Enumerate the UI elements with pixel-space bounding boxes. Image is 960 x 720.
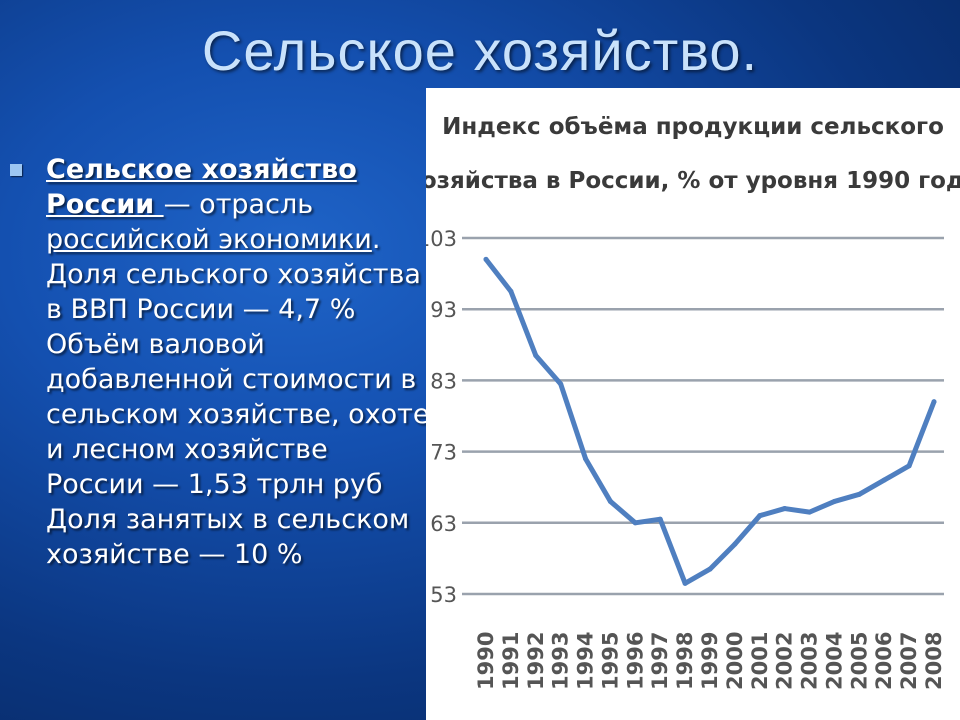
chart-grid [462, 236, 944, 596]
data-point [757, 513, 763, 519]
y-tick-label: 73 [430, 441, 457, 465]
chart-panel: Индекс объёма продукции сельского хозяйст… [426, 88, 960, 720]
dash-text: — отрасль [163, 189, 314, 220]
data-point [583, 456, 589, 462]
x-axis-ticks: 1990 1991 1992 1993 1994 1995 1996 1997 1998 1999… [474, 632, 946, 690]
chart-series [483, 256, 937, 586]
y-tick-label: 53 [430, 583, 457, 607]
chart-title: Индекс объёма продукции сельского хозяйст… [426, 114, 960, 194]
x-tick-label: 2002 [773, 632, 797, 690]
x-tick-label: 1996 [623, 632, 647, 690]
x-tick-label: 1995 [598, 632, 622, 690]
data-point [632, 520, 638, 526]
data-point [682, 580, 688, 586]
data-point [707, 566, 713, 572]
y-axis-ticks: 53 63 73 83 93 103 [426, 227, 457, 607]
bullet-square-icon [10, 164, 22, 176]
russian-economy-link[interactable]: российской экономики [46, 224, 372, 255]
x-tick-label: 1997 [648, 632, 672, 690]
chart-title-line: Индекс объёма продукции сельского [442, 114, 944, 140]
data-point [607, 498, 613, 504]
agri-index-chart: Индекс объёма продукции сельского хозяйст… [426, 114, 960, 690]
text-block: Сельское хозяйство России — отрасль росс… [10, 152, 430, 572]
x-tick-label: 2005 [847, 632, 871, 690]
data-point [657, 516, 663, 522]
data-point [782, 506, 788, 512]
x-tick-label: 1999 [698, 632, 722, 690]
agriculture-russia-link[interactable]: Сельское хозяйство России [46, 154, 357, 220]
x-tick-label: 1994 [574, 632, 598, 690]
x-tick-label: 1991 [499, 632, 523, 690]
data-point [831, 498, 837, 504]
slide-title: Сельское хозяйство. [201, 19, 759, 82]
data-point [881, 477, 887, 483]
y-tick-label: 93 [430, 298, 457, 322]
data-point [856, 491, 862, 497]
x-tick-label: 2004 [822, 632, 846, 690]
x-tick-label: 1990 [474, 632, 498, 690]
x-tick-label: 2008 [922, 632, 946, 690]
y-tick-label: 83 [430, 369, 457, 393]
y-tick-label: 103 [426, 227, 457, 251]
x-tick-label: 2006 [872, 632, 896, 690]
chart-title-line: хозяйства в России, % от уровня 1990 год… [426, 168, 960, 194]
x-tick-label: 2007 [897, 632, 921, 690]
x-tick-label: 1992 [524, 632, 548, 690]
data-point [906, 463, 912, 469]
y-tick-label: 63 [430, 512, 457, 536]
data-point [533, 352, 539, 358]
data-point [931, 399, 937, 405]
x-tick-label: 2000 [723, 632, 747, 690]
data-point [732, 541, 738, 547]
data-point [483, 256, 489, 262]
x-tick-label: 2001 [748, 632, 772, 690]
x-tick-label: 1998 [673, 632, 697, 690]
x-tick-label: 1993 [549, 632, 573, 690]
data-point [807, 509, 813, 515]
data-point [558, 381, 564, 387]
paragraph-body: . Доля сельского хозяйства в ВВП России … [46, 224, 430, 570]
x-tick-label: 2003 [798, 632, 822, 690]
bullet-paragraph: Сельское хозяйство России — отрасль росс… [46, 152, 430, 572]
data-point [508, 288, 514, 294]
